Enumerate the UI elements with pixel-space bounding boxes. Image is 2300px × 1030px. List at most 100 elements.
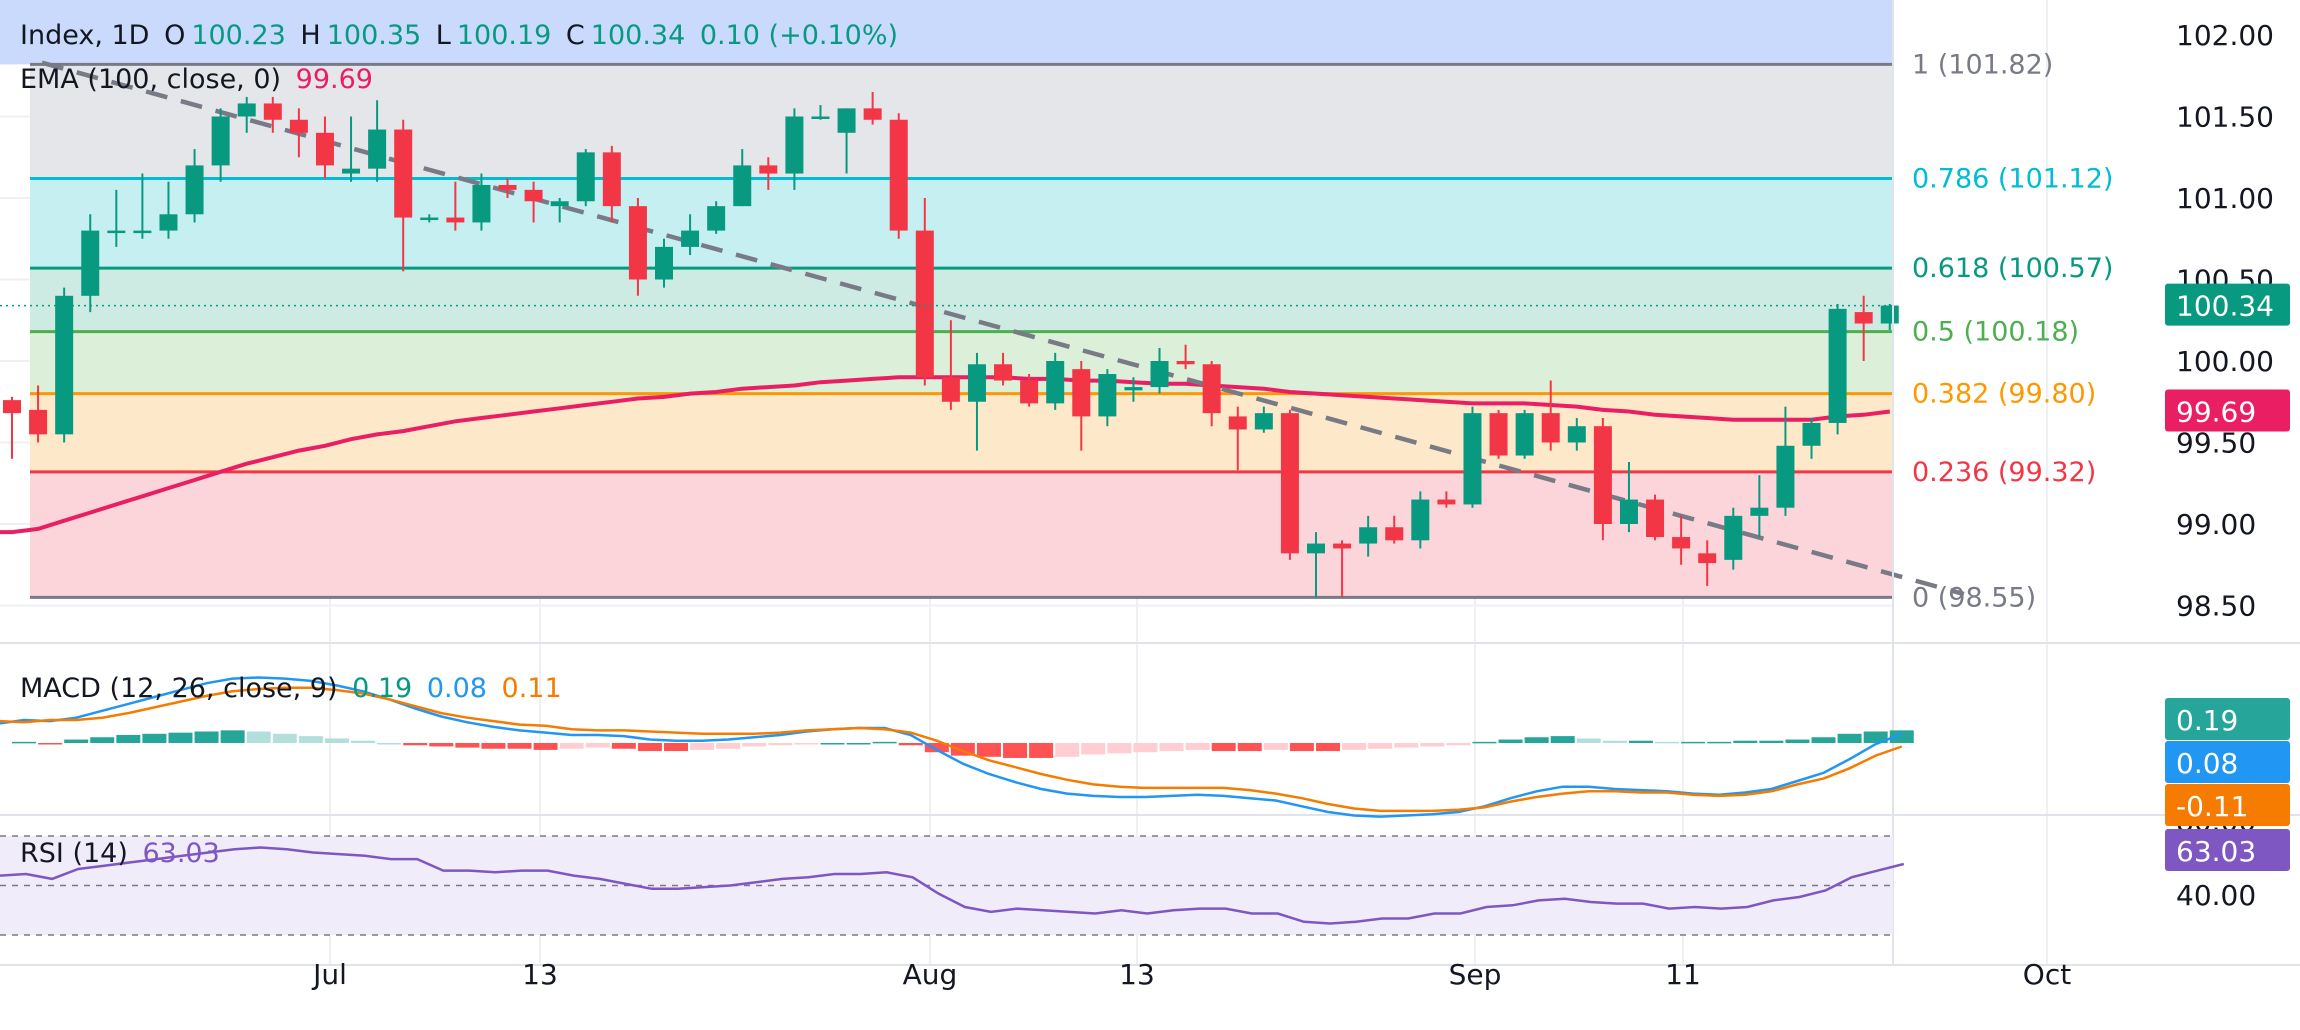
macd-hist-bar [168, 732, 193, 743]
ohlc-header: Index, 1D O 100.23 H 100.35 L 100.19 C 100.3… [20, 20, 904, 51]
macd-hist-bar [507, 743, 532, 749]
candle-body [1698, 553, 1717, 564]
low-label: L [435, 20, 451, 51]
candle-body [420, 217, 439, 221]
symbol-label[interactable]: Index, 1D [20, 20, 150, 51]
macd-hist-bar [1707, 741, 1732, 744]
macd-hist-bar [1628, 740, 1653, 743]
candle-body [289, 119, 308, 133]
candle-body [967, 364, 986, 402]
candle-body [3, 400, 21, 414]
macd-hist-bar [1133, 743, 1158, 753]
macd-hist-bar [1837, 733, 1862, 743]
candle-body [707, 206, 726, 231]
fib-level-label: 0.5 (100.18) [1912, 317, 2079, 348]
candle-body [1750, 507, 1769, 516]
ema-badge-text: 99.69 [2176, 396, 2256, 429]
signal-line [0, 686, 1903, 813]
macd-hist-bar [1759, 740, 1784, 743]
macd-hist-bar [1237, 743, 1262, 752]
trend-line [41, 60, 1965, 597]
macd-histogram [12, 730, 1914, 758]
candle-body [863, 108, 882, 120]
fib-band [30, 178, 1893, 269]
candle-body [472, 184, 491, 223]
signal-badge-bg [2165, 784, 2290, 826]
ema-value: 99.69 [295, 64, 373, 95]
macd-hist-bar [1211, 743, 1236, 752]
candle-body [1411, 499, 1430, 541]
candle-body [1880, 305, 1899, 324]
ema-legend[interactable]: EMA (100, close, 0) 99.69 [20, 64, 379, 95]
macd-hist-bar [820, 743, 845, 745]
candle-body [1437, 499, 1456, 505]
x-tick-label: Oct [2023, 958, 2071, 991]
macd-hist-bar [1159, 743, 1184, 752]
candle-body [1776, 445, 1795, 508]
rsi-badge-text: 63.03 [2176, 835, 2256, 868]
candle-body [394, 129, 413, 218]
macd-hist-bar [1550, 736, 1575, 743]
candle-body [1541, 413, 1560, 443]
fib-band [30, 471, 1893, 598]
macd-hist-bar [1003, 743, 1028, 758]
rsi-legend[interactable]: RSI (14) 63.03 [20, 838, 226, 869]
fib-level-label: 0.382 (99.80) [1912, 379, 2096, 410]
candle-body [1307, 543, 1325, 554]
x-tick-label: Sep [1449, 958, 1502, 991]
macd-hist-bar [846, 743, 871, 745]
macd-hist-bar [220, 730, 245, 743]
macd-line [0, 676, 1903, 818]
y-tick-label: 102.00 [2176, 19, 2274, 52]
macd-hist-bar [403, 743, 428, 746]
candle-body [759, 165, 778, 174]
fib-band [30, 331, 1893, 394]
macd-value-2: 0.08 [426, 673, 487, 704]
candle-body [1150, 361, 1169, 388]
macd-hist-bar [481, 743, 506, 749]
candle-body [29, 409, 48, 435]
signal-badge: -0.11 [2165, 784, 2290, 826]
x-tick-label: Aug [903, 958, 958, 991]
fib-band [30, 64, 1893, 179]
open-label: O [164, 20, 186, 51]
macd-hist-bar [559, 743, 584, 749]
candle-body [446, 217, 465, 223]
macd-label: MACD (12, 26, close, 9) [20, 673, 338, 704]
macd-hist-bar [142, 733, 167, 743]
macd-hist-bar [1472, 741, 1497, 744]
y-tick-label: 99.00 [2176, 508, 2256, 541]
candle-body [941, 377, 960, 402]
macd-hist-bar [377, 743, 402, 745]
candle-body [1333, 543, 1352, 549]
rsi-axis-label: 40.00 [2176, 879, 2256, 912]
candle-body [1646, 499, 1665, 538]
macd-hist-bar [1368, 743, 1393, 749]
macd-hist-bar [924, 743, 949, 753]
candle-body [1359, 527, 1378, 544]
macd-hist-bar [1394, 743, 1419, 748]
macd-hist-bar [1576, 738, 1601, 743]
macd-hist-badge-bg [2165, 698, 2290, 740]
macd-hist-bar [1055, 743, 1080, 757]
y-tick-label: 101.00 [2176, 182, 2274, 215]
candle-body [1828, 308, 1847, 423]
fib-top-band [0, 0, 1893, 65]
candles [3, 92, 1899, 598]
candle-body [1724, 515, 1743, 560]
macd-hist-bar [1029, 743, 1054, 758]
macd-hist-bar [1681, 741, 1706, 744]
macd-hist-bar [1107, 743, 1132, 754]
macd-hist-bar [1524, 737, 1549, 743]
candle-body [811, 116, 830, 119]
candle-body [889, 119, 908, 231]
candle-body [1385, 527, 1404, 541]
candle-body [576, 152, 595, 202]
macd-legend[interactable]: MACD (12, 26, close, 9) 0.19 0.08 0.11 [20, 673, 568, 704]
macd-hist-bar [585, 743, 610, 748]
macd-hist-bar [272, 733, 297, 743]
candle-body [550, 201, 569, 207]
candle-body [915, 230, 934, 378]
signal-badge-text: -0.11 [2176, 790, 2248, 823]
